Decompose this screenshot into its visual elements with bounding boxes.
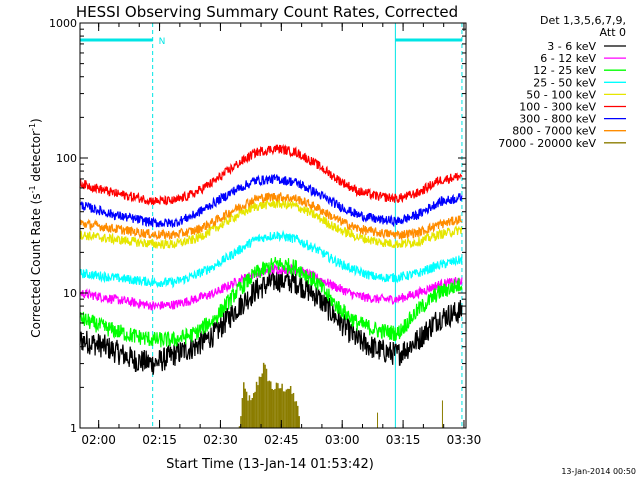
- legend-label: 50 - 100 keV: [526, 88, 596, 101]
- legend-header: Det 1,3,5,6,7,9,: [540, 14, 626, 27]
- legend-label: 25 - 50 keV: [533, 76, 596, 89]
- y-tick-label: 1000: [49, 17, 77, 30]
- plot-frame: [79, 22, 467, 429]
- x-tick-label: 02:30: [203, 433, 238, 447]
- series-layer: [79, 143, 463, 428]
- series-300-800kev: [79, 173, 463, 228]
- series-25-50kev: [79, 229, 463, 289]
- x-tick-label: 02:00: [81, 433, 116, 447]
- legend-label: 800 - 7000 keV: [512, 125, 596, 138]
- footer-timestamp: 13-Jan-2014 00:50: [561, 467, 636, 476]
- x-axis-label: Start Time (13-Jan-14 01:53:42): [166, 457, 374, 472]
- legend-label: 6 - 12 keV: [540, 52, 596, 65]
- y-tick-label: 10: [63, 287, 77, 300]
- x-tick-label: 02:15: [142, 433, 177, 447]
- legend-attenuator: Att 0: [600, 26, 626, 39]
- y-axis-label: Corrected Count Rate (s-1 detector-1): [28, 118, 43, 337]
- chart-title: HESSI Observing Summary Count Rates, Cor…: [76, 3, 458, 21]
- legend-label: 7000 - 20000 keV: [498, 137, 596, 150]
- axes: 1 10 100 1000 02:00 02:15 02:30 02:45 03:00 03:15…: [49, 17, 481, 447]
- x-tick-label: 03:30: [447, 433, 482, 447]
- legend-label: 3 - 6 keV: [547, 40, 596, 53]
- x-tick-label: 02:45: [264, 433, 299, 447]
- night-label: N: [159, 37, 166, 47]
- series-800-7000kev: [79, 191, 463, 241]
- series-50-100kev: [79, 197, 463, 250]
- series-100-300kev: [79, 143, 463, 206]
- series-7000-20000kev: [238, 362, 443, 428]
- x-tick-label: 03:00: [325, 433, 360, 447]
- y-tick-label: 100: [56, 152, 77, 165]
- y-tick-label: 1: [70, 422, 77, 435]
- series-3-6kev: [79, 268, 463, 375]
- legend-label: 300 - 800 keV: [519, 113, 596, 126]
- series-12-25kev: [79, 256, 463, 348]
- legend-label: 12 - 25 keV: [533, 64, 596, 77]
- x-tick-label: 03:15: [386, 433, 421, 447]
- legend-label: 100 - 300 keV: [519, 101, 596, 114]
